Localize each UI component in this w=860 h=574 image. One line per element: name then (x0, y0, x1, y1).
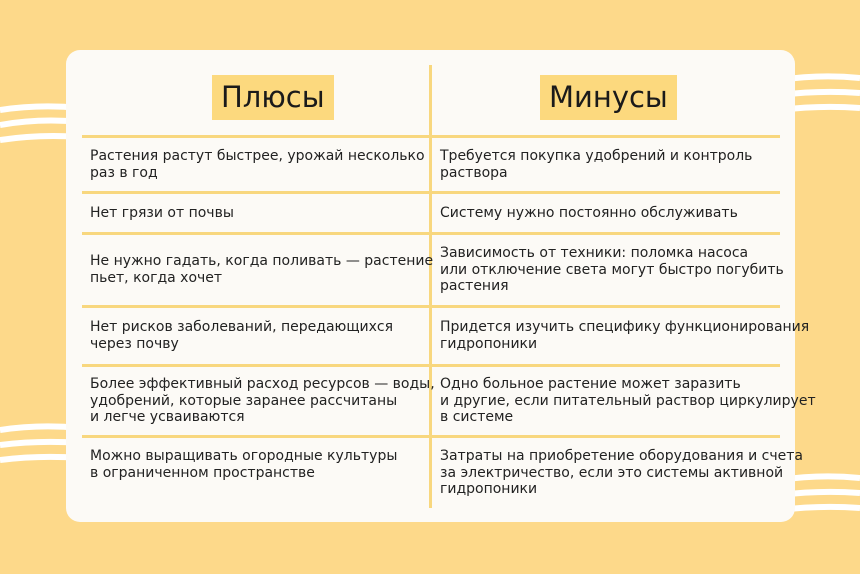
column-divider (429, 65, 432, 508)
cell-line: удобрений, которые заранее рассчитаны (90, 392, 398, 409)
cell-line: Растения растут быстрее, урожай нескольк… (90, 147, 425, 164)
row-divider (432, 191, 780, 194)
cell-line: Требуется покупка удобрений и контроль (440, 147, 753, 164)
row-divider (82, 135, 430, 138)
table-cell: Нет грязи от почвы (82, 194, 430, 232)
row-divider (82, 435, 430, 438)
table-cell: Одно больное растение может заразить и др… (432, 367, 816, 435)
cell-line: Одно больное растение может заразить (440, 375, 741, 392)
row-divider (82, 364, 430, 367)
table-cell: Растения растут быстрее, урожай нескольк… (82, 138, 430, 191)
row-divider (432, 364, 780, 367)
row-divider (82, 305, 430, 308)
cell-line: или отключение света могут быстро погуби… (440, 261, 784, 278)
cell-line: Можно выращивать огородные культуры (90, 448, 398, 464)
header: Минусы (540, 75, 677, 120)
cell-line: через почву (90, 336, 179, 352)
cell-line: растения (440, 278, 509, 295)
table-cell: Зависимость от техники: поломка насоса ил… (432, 235, 784, 305)
cell-line: Затраты на приобретение оборудования и с… (440, 448, 803, 464)
table-cell: Требуется покупка удобрений и контроль ра… (432, 138, 780, 191)
cell-line: в системе (440, 409, 514, 426)
row-divider (432, 435, 780, 438)
cell-line: Придется изучить специфику функционирова… (440, 319, 810, 336)
table-cell: Систему нужно постоянно обслуживать (432, 194, 780, 232)
cell-line: и другие, если питательный раствор цирку… (440, 392, 816, 409)
table-cell: Не нужно гадать, когда поливать — растен… (82, 235, 434, 305)
row-divider (82, 232, 430, 235)
cell-line: раз в год (90, 164, 158, 181)
cell-line: раствора (440, 164, 508, 181)
row-divider (432, 135, 780, 138)
cell-line: Более эффективный расход ресурсов — воды… (90, 375, 435, 392)
row-divider (432, 232, 780, 235)
header: Плюсы (212, 75, 334, 120)
row-divider (82, 191, 430, 194)
cell-line: Нет рисков заболеваний, передающихся (90, 319, 394, 336)
cell-line: Не нужно гадать, когда поливать — растен… (90, 253, 434, 270)
cell-line: пьет, когда хочет (90, 270, 223, 286)
table-cell: Придется изучить специфику функционирова… (432, 308, 810, 364)
cell-line: и легче усваиваются (90, 409, 245, 426)
cell-line: гидропоники (440, 481, 538, 498)
cell-line: Зависимость от техники: поломка насоса (440, 244, 749, 261)
cell-line: Нет грязи от почвы (90, 204, 234, 221)
cell-line: Систему нужно постоянно обслуживать (440, 204, 738, 221)
cell-line: в ограниченном пространстве (90, 464, 315, 481)
table-cell: Нет рисков заболеваний, передающихся чере… (82, 308, 430, 364)
table-cell: Затраты на приобретение оборудования и с… (432, 438, 803, 508)
cell-line: гидропоники (440, 336, 538, 352)
table-card: Плюсы Минусы Растения растут быстрее, ур… (66, 50, 816, 522)
table-cell: Более эффективный расход ресурсов — воды… (82, 367, 435, 435)
cell-line: за электричество, если это системы актив… (440, 464, 784, 481)
table-cell: Можно выращивать огородные культуры в огр… (82, 438, 430, 508)
row-divider (432, 305, 780, 308)
